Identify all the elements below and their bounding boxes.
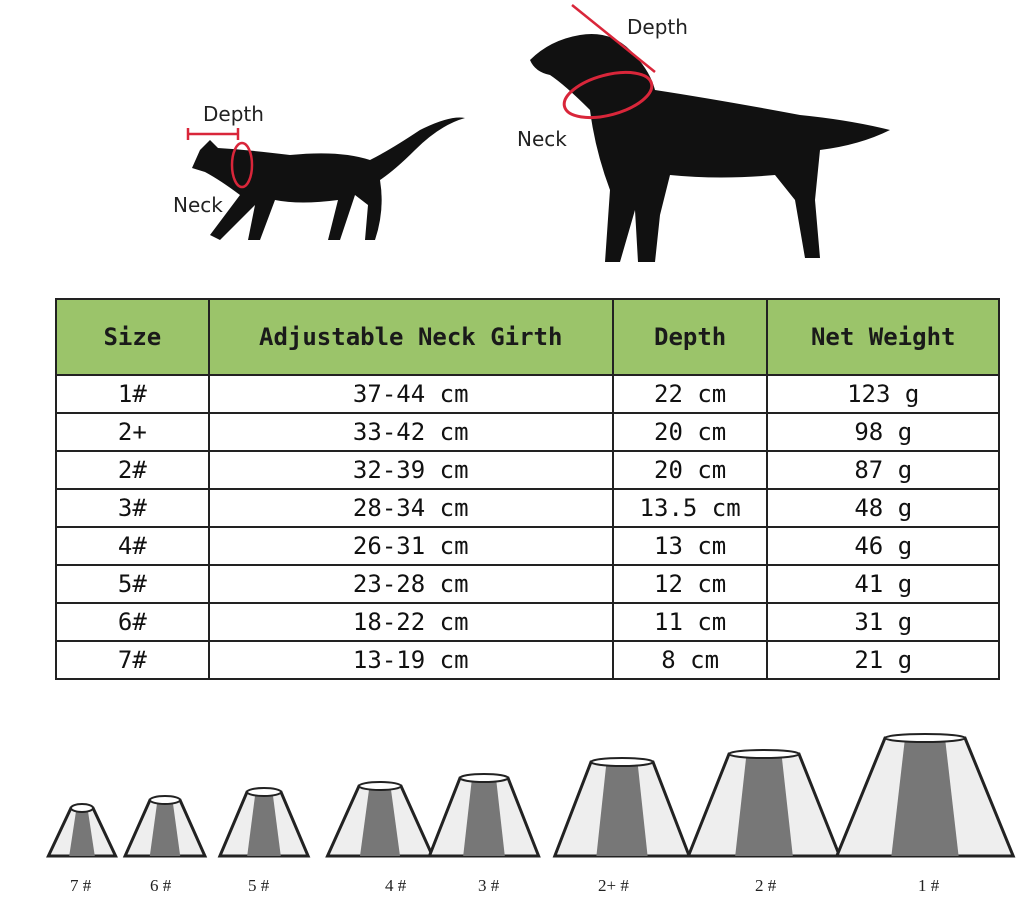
cone-mesh-1 xyxy=(149,800,181,856)
cat-depth-label: Depth xyxy=(203,102,264,126)
cat-neck-label: Neck xyxy=(173,193,223,217)
cell-neck-girth: 13-19 cm xyxy=(207,640,614,680)
dog-silhouette xyxy=(530,4,890,262)
cell-neck-girth: 23-28 cm xyxy=(207,564,614,604)
cone-label: 7 # xyxy=(70,876,92,895)
cone-rim-7 xyxy=(884,733,966,743)
cone-mesh-5 xyxy=(596,762,648,856)
cell-net-weight: 41 g xyxy=(766,564,1000,604)
cell-size: 4# xyxy=(55,526,210,566)
cone-rim-1 xyxy=(149,795,181,805)
cone-lineup xyxy=(46,733,1016,858)
cell-size: 7# xyxy=(55,640,210,680)
cone-rim-0 xyxy=(70,803,94,813)
table-row: 2# 32-39 cm 20 cm 87 g xyxy=(55,450,1000,490)
cone-label: 4 # xyxy=(385,876,407,895)
header-depth: Depth xyxy=(611,298,769,376)
cone-rim-2 xyxy=(246,787,282,797)
cell-neck-girth: 28-34 cm xyxy=(207,488,614,528)
cone-label: 2+ # xyxy=(598,876,629,895)
cell-size: 6# xyxy=(55,602,210,642)
dog-depth-label: Depth xyxy=(627,15,688,39)
cell-depth: 13.5 cm xyxy=(611,488,769,528)
header-net-weight: Net Weight xyxy=(766,298,1000,376)
cell-net-weight: 98 g xyxy=(766,412,1000,452)
cell-depth: 8 cm xyxy=(611,640,769,680)
table-header-row: Size Adjustable Neck Girth Depth Net Wei… xyxy=(55,298,1000,376)
cone-mesh-2 xyxy=(247,792,281,856)
cone-label: 6 # xyxy=(150,876,172,895)
cell-net-weight: 21 g xyxy=(766,640,1000,680)
cell-neck-girth: 37-44 cm xyxy=(207,374,614,414)
cone-mesh-0 xyxy=(69,808,95,856)
cat-silhouette xyxy=(186,117,465,240)
cone-mesh-7 xyxy=(891,738,959,856)
cell-depth: 20 cm xyxy=(611,450,769,490)
cell-neck-girth: 26-31 cm xyxy=(207,526,614,566)
cell-depth: 20 cm xyxy=(611,412,769,452)
cone-rim-3 xyxy=(358,781,402,791)
cone-rim-4 xyxy=(459,773,509,783)
dog-neck-label: Neck xyxy=(517,127,567,151)
cell-depth: 11 cm xyxy=(611,602,769,642)
cone-mesh-4 xyxy=(463,778,505,856)
cell-net-weight: 31 g xyxy=(766,602,1000,642)
cell-neck-girth: 33-42 cm xyxy=(207,412,614,452)
cell-net-weight: 48 g xyxy=(766,488,1000,528)
cone-rim-5 xyxy=(590,757,654,767)
cone-label: 2 # xyxy=(755,876,777,895)
table-row: 4# 26-31 cm 13 cm 46 g xyxy=(55,526,1000,566)
cell-size: 5# xyxy=(55,564,210,604)
cell-depth: 13 cm xyxy=(611,526,769,566)
cell-neck-girth: 18-22 cm xyxy=(207,602,614,642)
cone-label: 5 # xyxy=(248,876,270,895)
table-row: 1# 37-44 cm 22 cm 123 g xyxy=(55,374,1000,414)
cell-depth: 12 cm xyxy=(611,564,769,604)
cone-mesh-3 xyxy=(360,786,400,856)
cell-size: 2# xyxy=(55,450,210,490)
cell-size: 1# xyxy=(55,374,210,414)
cell-neck-girth: 32-39 cm xyxy=(207,450,614,490)
cell-net-weight: 46 g xyxy=(766,526,1000,566)
table-row: 7# 13-19 cm 8 cm 21 g xyxy=(55,640,1000,680)
cone-label: 3 # xyxy=(478,876,500,895)
size-chart-table: Size Adjustable Neck Girth Depth Net Wei… xyxy=(55,298,1000,680)
cell-net-weight: 87 g xyxy=(766,450,1000,490)
cell-depth: 22 cm xyxy=(611,374,769,414)
cone-label: 1 # xyxy=(918,876,940,895)
header-size: Size xyxy=(55,298,210,376)
cone-rim-6 xyxy=(728,749,800,759)
cone-mesh-6 xyxy=(735,754,793,856)
header-neck-girth: Adjustable Neck Girth xyxy=(207,298,614,376)
table-row: 3# 28-34 cm 13.5 cm 48 g xyxy=(55,488,1000,528)
cell-size: 2+ xyxy=(55,412,210,452)
table-row: 2+ 33-42 cm 20 cm 98 g xyxy=(55,412,1000,452)
cell-size: 3# xyxy=(55,488,210,528)
table-row: 5# 23-28 cm 12 cm 41 g xyxy=(55,564,1000,604)
cell-net-weight: 123 g xyxy=(766,374,1000,414)
table-row: 6# 18-22 cm 11 cm 31 g xyxy=(55,602,1000,642)
